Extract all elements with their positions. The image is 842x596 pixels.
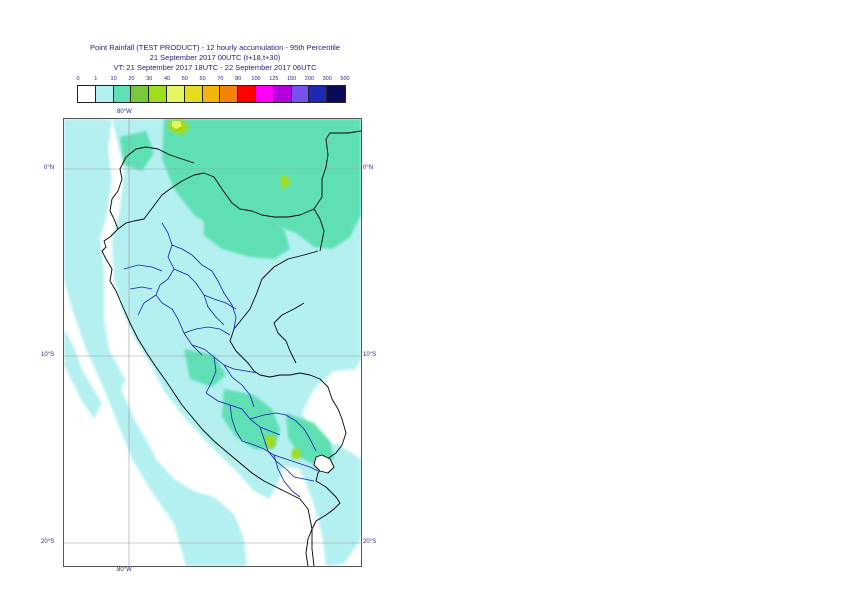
legend-label: 40 [163,76,171,82]
border-bolivia-chile [305,528,313,566]
border-ecuador-peru [117,130,361,230]
legend-label: 0 [76,76,80,82]
border-colombia-ecuador [125,146,195,164]
color-legend: 0 1 10 20 30 40 50 60 70 80 100 125 150 200 300 500 [76,76,350,103]
legend-box [149,86,167,102]
header-line-2: 21 September 2017 00UTC (t+18,t+30) [149,53,281,62]
legend-box [113,86,132,102]
legend-box [95,86,114,102]
lat-label-left-2: 20°S [41,539,55,545]
rain-field-central-medium [204,207,290,259]
legend-box [202,86,221,102]
lon-label-bottom: 80°W [117,567,132,573]
header-line-3: VT: 21 September 2017 18UTC - 22 Septemb… [113,63,317,72]
precipitation-map [64,119,361,566]
admin-boundaries-south [183,294,319,498]
rain-cell-green-south-2 [292,449,300,459]
legend-label: 80 [235,76,242,82]
lat-label-right-0: 0°N [363,165,374,171]
lon-label-top: 80°W [117,109,132,115]
legend-label: 1 [94,76,98,82]
legend-box [291,86,310,102]
border-peru-colombia [313,208,325,252]
legend-label: 10 [110,76,117,82]
lat-label-left-0: 0°N [44,165,55,171]
lat-label-right-2: 20°S [363,539,377,545]
lat-label-left-1: 10°S [41,352,55,358]
rain-cell-green-south-1 [264,435,276,449]
legend-label: 150 [287,76,297,82]
legend-box [327,86,345,102]
header-line-1: Point Rainfall (TEST PRODUCT) - 12 hourl… [90,43,340,52]
coastline [101,156,315,566]
rain-field-ocean-patch [94,349,126,389]
rain-cell-green-ne [280,175,290,189]
legend-labels: 0 1 10 20 30 40 50 60 70 80 100 125 150 200 300 500 [76,76,350,85]
legend-box [220,86,239,102]
legend-box [184,86,203,102]
legend-box [238,86,256,102]
legend-label: 70 [217,76,224,82]
rain-field-northwest-medium [120,131,154,171]
legend-label: 200 [304,76,314,82]
legend-label: 60 [199,76,206,82]
legend-label: 50 [181,76,188,82]
legend-label: 20 [128,76,135,82]
lake-titicaca [313,454,335,474]
legend-color-bar [77,85,346,103]
border-peru-brazil [229,250,347,458]
legend-box [255,86,274,102]
legend-label: 100 [251,76,261,82]
rain-cell-yellow-north [172,121,182,129]
legend-box [78,86,96,102]
admin-boundaries-central [191,344,287,470]
lat-label-right-1: 10°S [363,352,377,358]
river-east [273,302,305,364]
legend-label: 500 [340,76,350,82]
legend-label: 30 [146,76,153,82]
rain-field-ocean-west [64,119,247,566]
legend-box [273,86,292,102]
legend-box [131,86,150,102]
legend-label: 125 [269,76,279,82]
legend-box [166,86,185,102]
legend-label: 300 [322,76,332,82]
map-frame [63,118,362,567]
rain-field-ocean-west-edge [64,329,102,419]
legend-box [309,86,328,102]
